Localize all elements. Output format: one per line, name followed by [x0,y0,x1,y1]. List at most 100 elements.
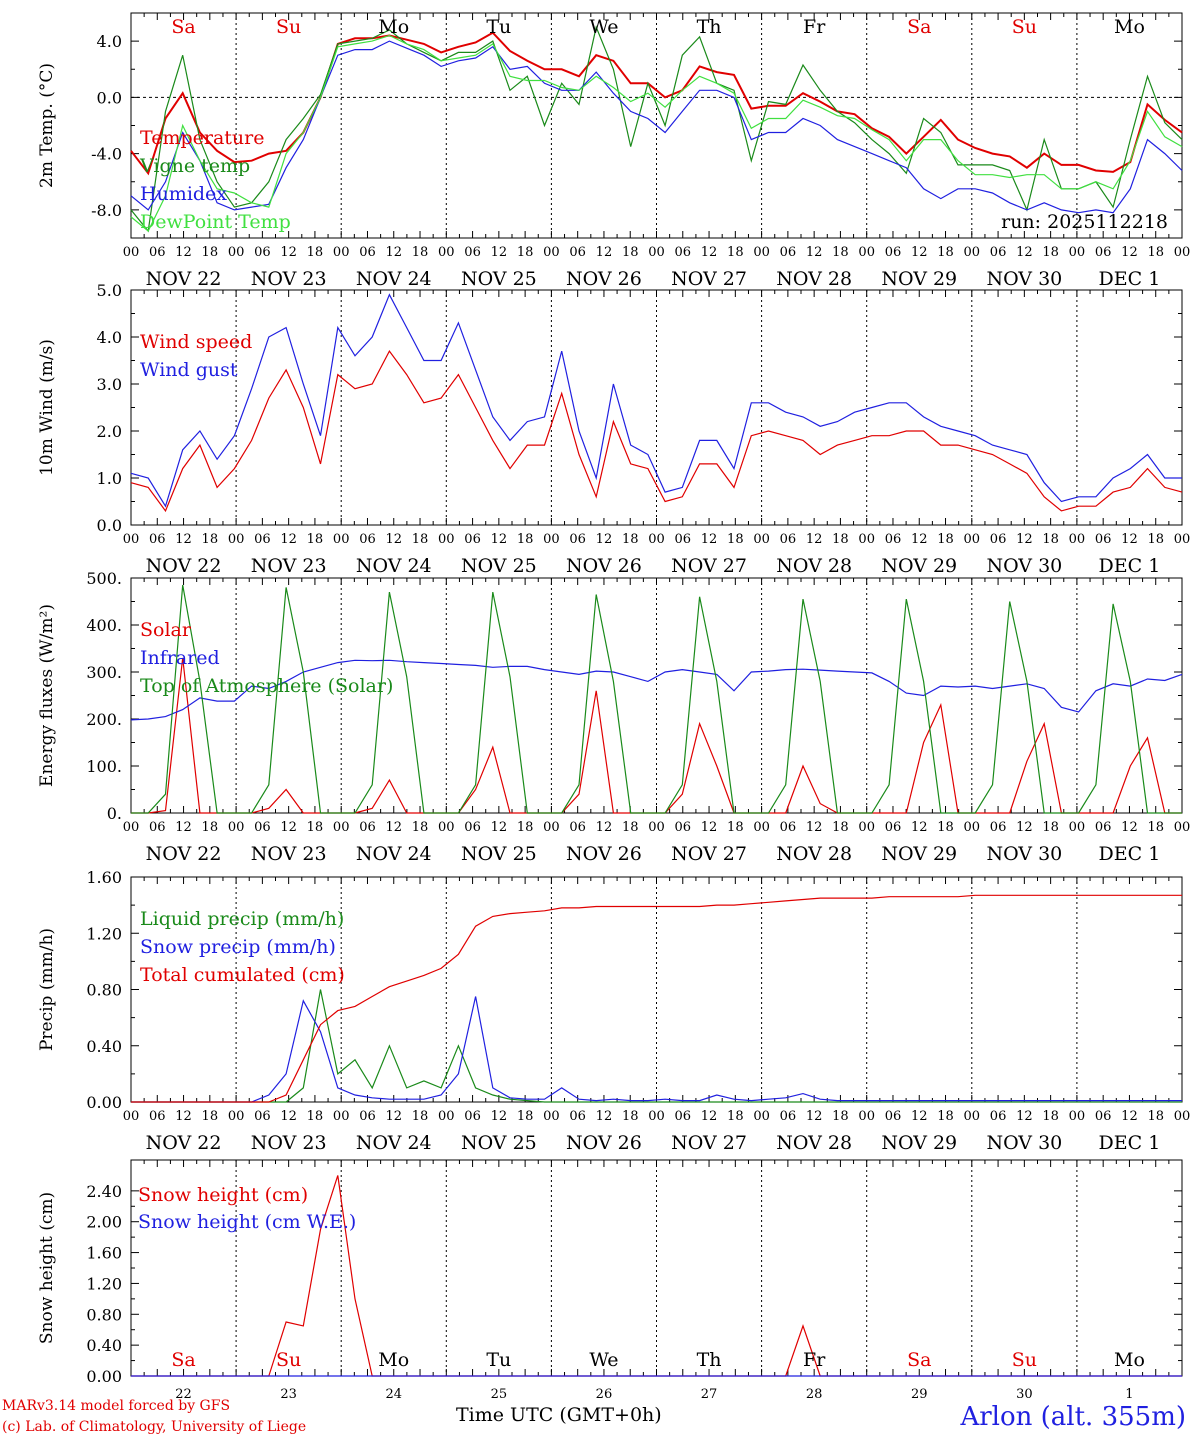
legend-entry: Temperature [140,127,264,149]
series-line-wind-gust [130,293,1182,508]
hour-tick-label: 12 [596,1109,613,1124]
hour-tick-label: 00 [438,532,455,547]
weekday-label: Tu [486,1349,511,1371]
hour-tick-label: 00 [858,245,875,260]
hour-tick-label: 00 [123,820,140,835]
date-label: DEC 1 [1099,555,1161,577]
date-label: NOV 23 [251,555,327,577]
hour-tick-label: 00 [753,245,770,260]
y-tick-label: 100. [86,757,122,776]
hour-tick-label: 18 [727,532,744,547]
hour-tick-label: 18 [1147,245,1164,260]
y-tick-label: 2.40 [86,1182,122,1201]
legend-entry: Vigne temp [139,155,250,177]
legend-entry: Top of Atmosphere (Solar) [140,675,393,697]
hour-tick-label: 12 [596,532,613,547]
hour-tick-label: 06 [1095,245,1112,260]
hour-tick-label: 12 [1121,1109,1138,1124]
date-label: NOV 24 [356,843,432,865]
hour-tick-label: 06 [254,820,271,835]
hour-tick-label: 18 [517,820,534,835]
hour-tick-label: 12 [491,1109,508,1124]
date-label: NOV 22 [146,1132,222,1154]
date-label: NOV 27 [671,555,747,577]
hour-tick-label: 00 [123,1109,140,1124]
hour-tick-label: 06 [464,532,481,547]
date-label: NOV 23 [251,268,327,290]
weekday-label: Tu [486,16,511,38]
panel-2: 0.0 1.0 2.0 3.0 4.0 5.0 10m Wind (m/s) Wind spe… [37,281,1190,577]
run-label: run: 2025112218 [1001,211,1168,233]
weekday-label: Mo [378,16,409,38]
date-number-label: 25 [491,1387,508,1402]
hour-tick-label: 06 [885,245,902,260]
series-line-top-of-atmosphere-solar- [131,584,1182,814]
hour-tick-label: 00 [1174,245,1191,260]
y-tick-label: 0.00 [86,1367,122,1386]
hour-tick-label: 06 [359,245,376,260]
hour-tick-label: 12 [175,820,192,835]
hour-tick-label: 18 [307,820,324,835]
date-label: NOV 26 [566,843,642,865]
date-label: DEC 1 [1099,843,1161,865]
y-tick-label: 0.0 [97,516,122,535]
hour-tick-label: 00 [858,820,875,835]
hour-tick-label: 06 [780,1109,797,1124]
hour-tick-label: 18 [937,820,954,835]
series-line-humidex [130,40,1183,214]
hour-tick-label: 06 [464,1109,481,1124]
hour-tick-label: 06 [990,532,1007,547]
weekday-label: Mo [378,1349,409,1371]
y-tick-label: -8.0 [91,201,122,220]
hour-tick-label: 06 [149,532,166,547]
weekday-label: We [589,16,618,38]
hour-tick-label: 12 [280,820,297,835]
hour-tick-label: 00 [1069,1109,1086,1124]
hour-tick-label: 00 [648,245,665,260]
weekday-label: Su [1012,1349,1037,1371]
hour-tick-label: 18 [832,532,849,547]
y-axis-title: 2m Temp. (°C) [37,63,57,188]
hour-tick-label: 12 [175,532,192,547]
y-tick-label: 500. [86,569,122,588]
weekday-label: Mo [1114,16,1145,38]
hour-tick-label: 18 [412,820,429,835]
date-label: NOV 26 [566,1132,642,1154]
hour-tick-label: 06 [569,532,586,547]
date-label: NOV 26 [566,555,642,577]
legend-entry: Humidex [140,183,227,205]
hour-tick-label: 12 [1121,820,1138,835]
hour-tick-label: 06 [990,245,1007,260]
hour-tick-label: 18 [832,1109,849,1124]
hour-tick-label: 18 [1042,820,1059,835]
date-number-label: 24 [385,1387,402,1402]
hour-tick-label: 18 [832,245,849,260]
hour-tick-label: 06 [1095,820,1112,835]
date-label: NOV 25 [461,268,537,290]
legend-entry: Wind speed [140,331,252,353]
hour-tick-label: 18 [1042,532,1059,547]
hour-tick-label: 00 [964,1109,981,1124]
date-label: NOV 30 [986,1132,1062,1154]
hour-tick-label: 18 [622,245,639,260]
y-tick-label: 1.20 [86,924,122,943]
hour-tick-label: 12 [280,245,297,260]
hour-tick-label: 18 [412,245,429,260]
hour-tick-label: 06 [780,820,797,835]
hour-tick-label: 00 [964,820,981,835]
hour-tick-label: 00 [123,245,140,260]
hour-tick-label: 12 [280,532,297,547]
y-tick-label: 400. [86,616,122,635]
y-tick-label: 0.40 [86,1336,122,1355]
weekday-label: Th [697,16,722,38]
hour-tick-label: 00 [543,820,560,835]
hour-tick-label: 18 [517,532,534,547]
hour-tick-label: 18 [937,245,954,260]
hour-tick-label: 18 [832,820,849,835]
y-tick-label: 0.40 [86,1037,122,1056]
date-label: NOV 28 [776,1132,852,1154]
date-label: NOV 27 [671,268,747,290]
hour-tick-label: 12 [806,820,823,835]
hour-tick-label: 06 [569,1109,586,1124]
panel-1: 4.0 0.0 -4.0 -8.0 2m Temp. (°C) Temperature Vi… [37,12,1191,290]
